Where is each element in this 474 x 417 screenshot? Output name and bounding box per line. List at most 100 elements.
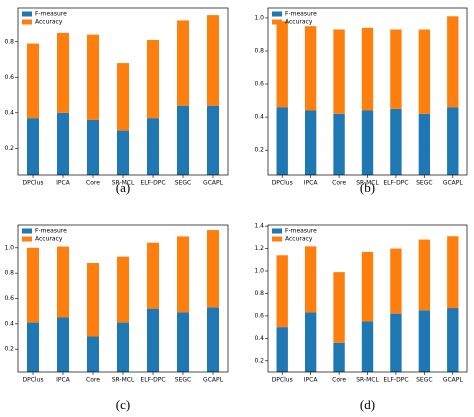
- y-tick-label: 0.2: [4, 346, 14, 353]
- x-tick-label: ELF-DPC: [383, 377, 408, 384]
- bar: [361, 27, 374, 111]
- legend-label: Accuracy: [285, 236, 313, 243]
- bar: [418, 113, 431, 175]
- bar: [87, 119, 99, 175]
- y-tick-label: 0.4: [4, 109, 14, 116]
- legend-swatch: [272, 11, 282, 17]
- panel-label: (d): [360, 397, 375, 412]
- legend-label: F-measure: [35, 11, 67, 18]
- panel-label: (c): [116, 397, 130, 412]
- bar: [27, 247, 39, 323]
- plot-frame: [267, 7, 468, 176]
- bar: [333, 29, 345, 114]
- bar: [304, 246, 317, 313]
- bar: [207, 15, 219, 106]
- x-tick-label: GCAPL: [443, 377, 464, 384]
- bar: [304, 312, 317, 372]
- bar: [177, 105, 189, 175]
- panel-label: (b): [360, 180, 375, 195]
- x-tick-label: DPClus: [272, 180, 293, 187]
- x-tick-label: GCAPL: [203, 180, 224, 187]
- x-tick-label: SEGC: [416, 180, 432, 187]
- x-tick-label: IPCA: [304, 180, 319, 187]
- bar: [276, 327, 288, 372]
- bar: [117, 322, 129, 372]
- bar: [276, 21, 288, 108]
- bar: [390, 313, 402, 372]
- bar: [117, 130, 129, 175]
- x-tick-label: GCAPL: [443, 180, 464, 187]
- bar: [147, 118, 159, 175]
- y-tick-label: 0.6: [4, 295, 14, 302]
- bar: [147, 308, 159, 372]
- bar: [361, 321, 374, 372]
- bar: [447, 16, 459, 108]
- bar: [390, 108, 402, 175]
- y-tick-label: 1.2: [254, 245, 264, 252]
- x-tick-label: SR-MCL: [356, 180, 379, 187]
- bar: [418, 29, 431, 114]
- x-tick-label: GCAPL: [203, 377, 224, 384]
- bar: [390, 29, 402, 109]
- bar: [87, 336, 99, 372]
- y-tick-label: 0.6: [254, 81, 264, 88]
- bar: [361, 110, 374, 175]
- x-tick-label: SEGC: [175, 180, 191, 187]
- bar: [57, 317, 69, 372]
- x-tick-label: DPClus: [272, 377, 293, 384]
- bar: [304, 26, 317, 111]
- plot-frame: [267, 224, 468, 373]
- bar: [304, 110, 317, 175]
- bar: [447, 236, 459, 309]
- legend-label: Accuracy: [35, 19, 63, 26]
- x-tick-label: ELF-DPC: [140, 180, 165, 187]
- y-tick-label: 0.2: [4, 145, 14, 152]
- x-tick-label: Core: [86, 180, 100, 187]
- bar: [276, 107, 288, 175]
- bar: [207, 105, 219, 175]
- bar: [27, 118, 39, 175]
- legend-swatch: [22, 19, 32, 25]
- legend-label: F-measure: [285, 11, 317, 18]
- y-tick-label: 0.4: [254, 114, 264, 121]
- bar: [57, 246, 69, 318]
- bar: [27, 43, 39, 119]
- bar: [57, 32, 69, 113]
- x-tick-label: SEGC: [416, 377, 432, 384]
- legend-label: F-measure: [35, 228, 67, 235]
- plot-frame: [17, 7, 229, 176]
- bar: [147, 39, 159, 119]
- y-tick-label: 0.8: [4, 38, 14, 45]
- y-tick-label: 0.8: [4, 270, 14, 277]
- y-tick-label: 0.4: [254, 335, 264, 342]
- bar: [87, 34, 99, 120]
- bar: [207, 307, 219, 372]
- x-tick-label: IPCA: [56, 377, 71, 384]
- legend-label: Accuracy: [35, 236, 63, 243]
- bar: [87, 263, 99, 337]
- bar: [333, 272, 345, 343]
- legend-swatch: [272, 228, 282, 234]
- legend-label: Accuracy: [285, 19, 313, 26]
- bar: [117, 63, 129, 131]
- y-tick-label: 1.0: [254, 268, 264, 275]
- x-tick-label: DPClus: [22, 180, 43, 187]
- bar: [177, 20, 189, 106]
- legend-label: F-measure: [285, 228, 317, 235]
- bar: [333, 113, 345, 175]
- legend-swatch: [272, 19, 282, 25]
- bar: [177, 312, 189, 372]
- y-tick-label: 0.6: [254, 312, 264, 319]
- bar: [57, 112, 69, 175]
- panel-label: (a): [116, 180, 130, 195]
- y-tick-label: 0.8: [254, 47, 264, 54]
- y-tick-label: 1.0: [254, 14, 264, 21]
- bar: [117, 256, 129, 323]
- bar: [390, 248, 402, 314]
- bar: [207, 230, 219, 308]
- bar: [447, 107, 459, 175]
- x-tick-label: SR-MCL: [356, 377, 379, 384]
- x-tick-label: Core: [332, 180, 346, 187]
- x-tick-label: SR-MCL: [112, 377, 135, 384]
